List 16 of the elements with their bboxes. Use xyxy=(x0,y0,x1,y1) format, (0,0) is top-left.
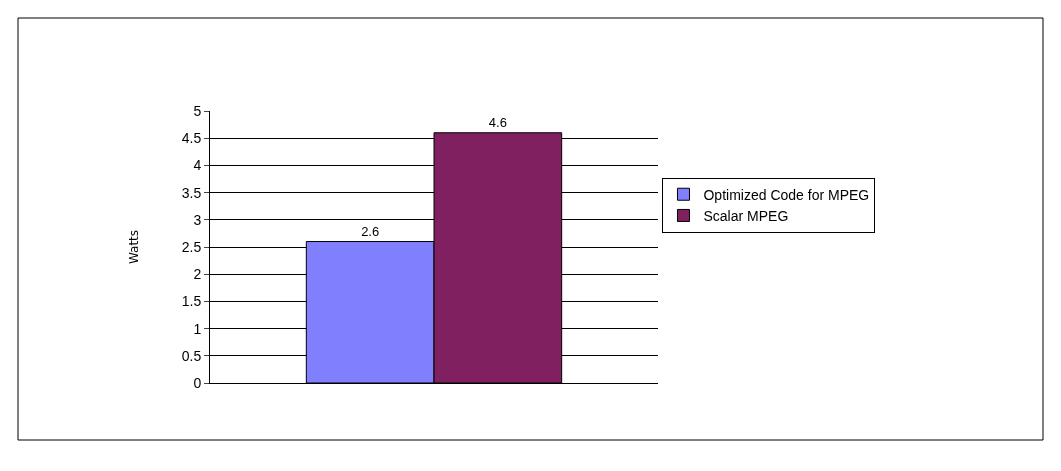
data-label: 2.6 xyxy=(361,223,380,239)
y-tick-label: 1.5 xyxy=(181,293,202,310)
y-tick-label: 1 xyxy=(193,320,202,337)
y-tick-label: 5 xyxy=(193,102,202,119)
y-tick-label: 4 xyxy=(193,157,202,174)
y-axis-title: Watts xyxy=(127,229,142,265)
legend-label: Optimized Code for MPEG xyxy=(703,186,870,203)
y-tick-label: 4.5 xyxy=(181,130,202,147)
y-tick-label: 2.5 xyxy=(181,238,202,255)
y-tick-label: 0.5 xyxy=(181,347,202,364)
y-tick-label: 3.5 xyxy=(181,184,202,201)
y-tick-label: 0 xyxy=(193,374,202,391)
y-tick-label: 3 xyxy=(193,211,202,228)
data-label: 4.6 xyxy=(488,114,507,130)
y-tick-label: 2 xyxy=(193,266,202,283)
legend-label: Scalar MPEG xyxy=(703,207,789,224)
